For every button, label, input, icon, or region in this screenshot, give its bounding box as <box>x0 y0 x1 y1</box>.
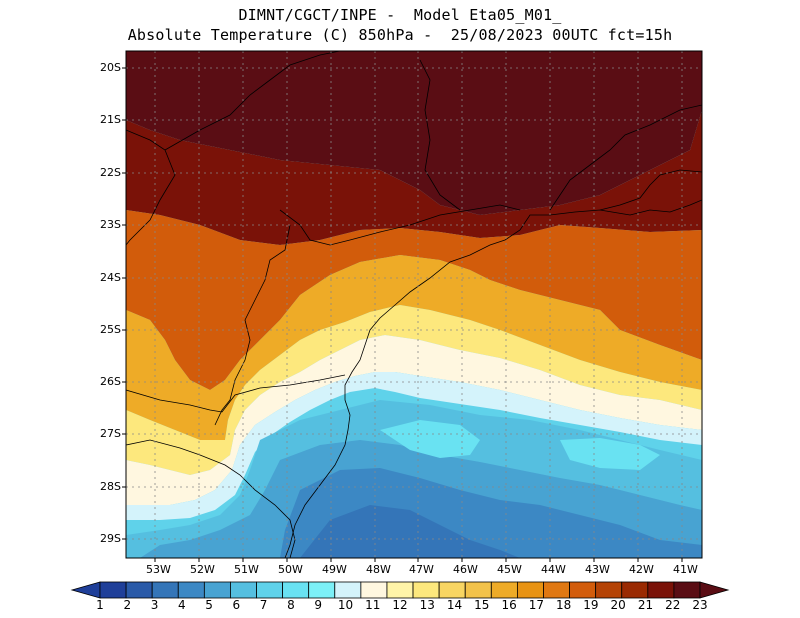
colorbar-swatch <box>308 581 336 599</box>
field-blob-cyan <box>380 420 480 458</box>
field-blob-cyan-2 <box>560 438 660 470</box>
lat-label: 28S <box>100 480 121 493</box>
lon-label: 46W <box>453 563 478 576</box>
lat-label: 20S <box>100 61 121 74</box>
lat-label: 23S <box>100 218 121 231</box>
colorbar-label: 4 <box>177 598 186 612</box>
field-band-11 <box>126 335 702 505</box>
lon-label: 50W <box>278 563 303 576</box>
colorbar-label: 1 <box>96 598 104 612</box>
field-band-23 <box>126 51 702 215</box>
lon-label: 47W <box>409 563 434 576</box>
colorbar-swatch <box>230 581 257 599</box>
colorbar-swatch <box>386 581 414 599</box>
plot-frame <box>125 50 703 559</box>
colorbar-swatch <box>621 581 649 599</box>
map-title-line-1: DIMNT/CGCT/INPE - Model Eta05_M01_ <box>238 6 562 24</box>
colorbar <box>70 581 730 599</box>
colorbar-label: 6 <box>232 598 241 612</box>
colorbar-label: 20 <box>610 598 626 612</box>
colorbar-label: 7 <box>259 598 268 612</box>
lat-label: 22S <box>100 166 121 179</box>
colorbar-label: 12 <box>392 598 408 612</box>
lat-label: 25S <box>100 323 121 336</box>
colorbar-swatch <box>673 581 701 599</box>
colorbar-label: 22 <box>665 598 681 612</box>
colorbar-swatch <box>334 581 362 599</box>
colorbar-label: 23 <box>692 598 708 612</box>
field-band-13 <box>126 305 702 475</box>
graticule <box>126 51 702 558</box>
colorbar-swatch <box>647 581 675 599</box>
lon-label: 43W <box>585 563 610 576</box>
colorbar-label: 18 <box>555 598 572 612</box>
lon-label: 48W <box>366 563 391 576</box>
lon-label: 53W <box>146 563 171 576</box>
lon-label: 52W <box>190 563 215 576</box>
lon-label: 41W <box>673 563 698 576</box>
colorbar-swatch <box>203 581 231 599</box>
field-band-21 <box>126 110 702 245</box>
colorbar-swatch <box>412 581 440 599</box>
colorbar-swatch <box>438 581 466 599</box>
colorbar-label: 16 <box>501 598 517 612</box>
colorbar-label: 10 <box>337 598 354 612</box>
field-band-16 <box>126 255 702 440</box>
colorbar-arrow-high <box>699 581 730 599</box>
colorbar-label: 2 <box>123 598 132 612</box>
colorbar-label: 17 <box>528 598 544 612</box>
colorbar-swatch <box>125 581 153 599</box>
colorbar-arrow-low <box>70 581 101 599</box>
lon-label: 44W <box>541 563 566 576</box>
lat-label: 29S <box>100 532 121 545</box>
colorbar-label: 14 <box>446 598 463 612</box>
colorbar-swatch <box>151 581 179 599</box>
colorbar-swatch <box>177 581 205 599</box>
colorbar-label: 3 <box>150 598 159 612</box>
colorbar-swatch <box>360 581 388 599</box>
lon-label: 49W <box>322 563 347 576</box>
colorbar-label: 9 <box>314 598 322 612</box>
lon-label: 45W <box>497 563 522 576</box>
colorbar-swatch <box>490 581 518 599</box>
lon-label: 42W <box>629 563 654 576</box>
colorbar-label: 21 <box>637 598 654 612</box>
colorbar-swatch <box>569 581 597 599</box>
colorbar-label: 5 <box>205 598 213 612</box>
colorbar-swatch <box>595 581 623 599</box>
lon-label: 51W <box>234 563 259 576</box>
field-band-19 <box>126 210 702 390</box>
field-band-3 <box>300 505 520 558</box>
colorbar-label: 8 <box>287 598 295 612</box>
colorbar-swatch <box>256 581 284 599</box>
lat-label: 21S <box>100 113 121 126</box>
lat-label: 24S <box>100 271 121 284</box>
colorbar-label: 15 <box>474 598 490 612</box>
colorbar-label: 19 <box>583 598 599 612</box>
colorbar-swatch <box>99 581 127 599</box>
colorbar-swatch <box>516 581 544 599</box>
lat-label: 26S <box>100 375 121 388</box>
lat-label: 27S <box>100 427 121 440</box>
colorbar-label: 13 <box>419 598 435 612</box>
temperature-field <box>126 51 702 558</box>
map-title-line-2: Absolute Temperature (C) 850hPa - 25/08/… <box>127 26 673 44</box>
field-band-10 <box>126 372 702 520</box>
colorbar-swatch <box>543 581 570 599</box>
tick-marks <box>122 67 683 562</box>
colorbar-swatch <box>282 581 310 599</box>
colorbar-swatch <box>464 581 492 599</box>
colorbar-label: 11 <box>365 598 381 612</box>
